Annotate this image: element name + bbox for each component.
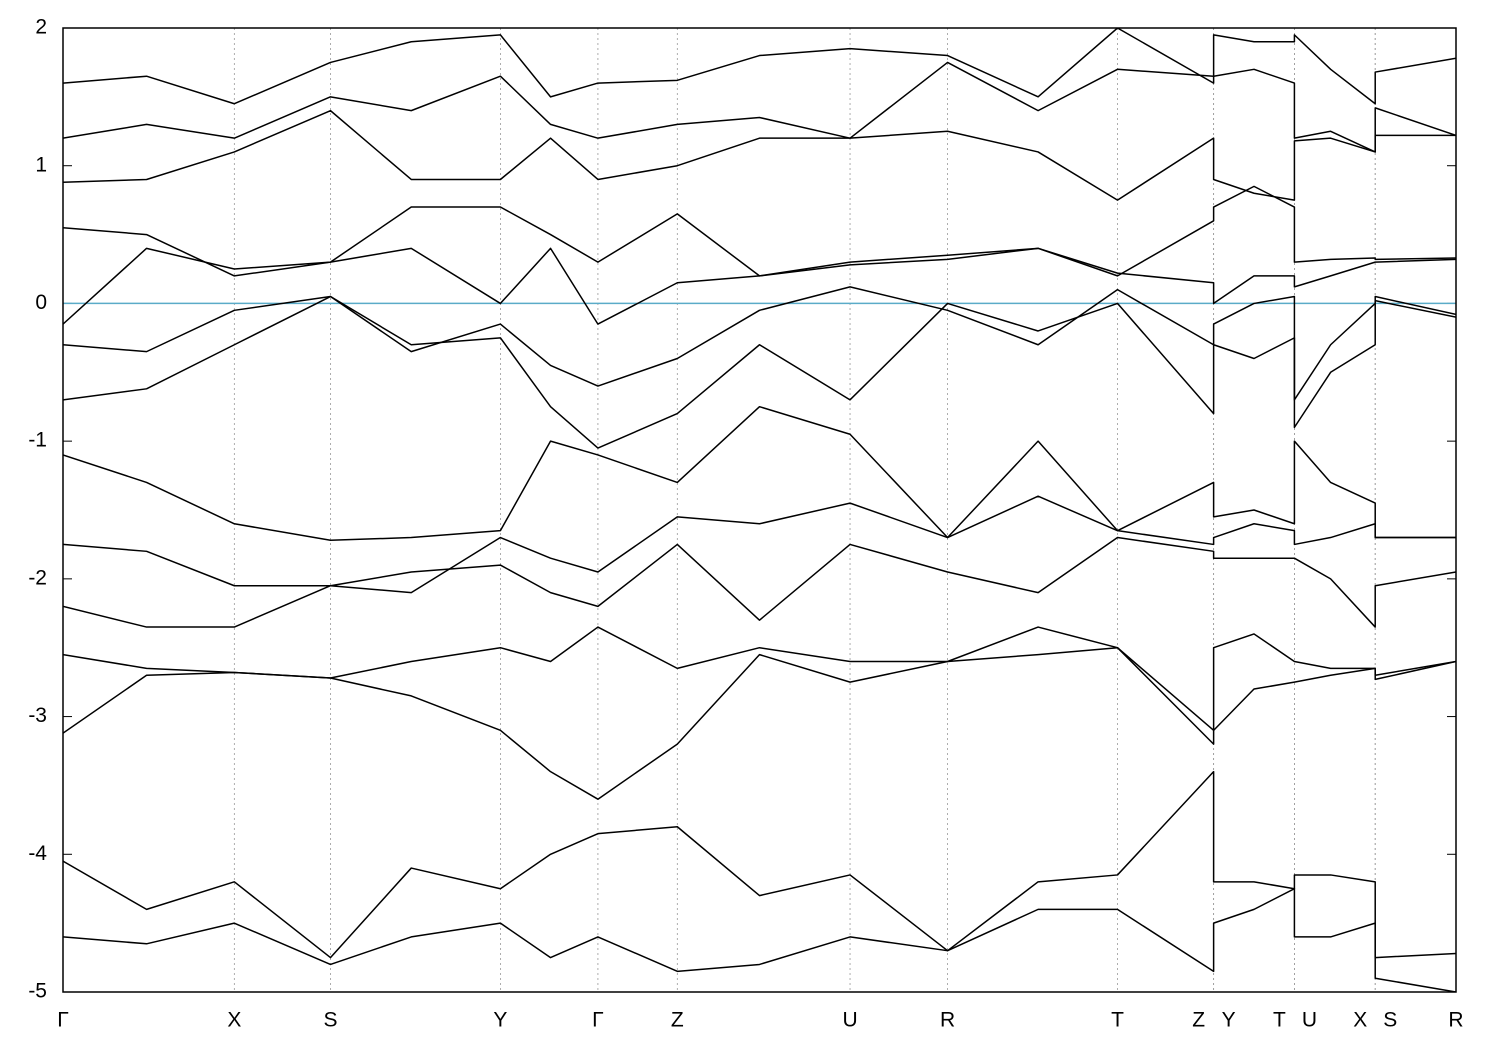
band-line <box>63 61 1456 153</box>
bands <box>63 28 1456 992</box>
y-tick-label: -1 <box>28 429 47 452</box>
x-tick-label: Z <box>1192 1009 1205 1032</box>
band-line <box>63 185 1456 277</box>
x-tick-label: R <box>1448 1009 1463 1032</box>
band-line <box>63 626 1456 732</box>
y-tick-label: -2 <box>28 566 47 589</box>
band-line <box>63 28 1456 105</box>
x-tick-label: Γ <box>57 1009 69 1032</box>
x-tick-label: R <box>940 1009 955 1032</box>
band-line <box>63 109 1456 201</box>
x-tick-label: S <box>1383 1009 1397 1032</box>
y-tick-label: -4 <box>28 842 47 865</box>
band-line <box>63 405 1456 542</box>
y-tick-label: -3 <box>28 704 47 727</box>
band-line <box>63 286 1456 401</box>
x-tick-label: Γ <box>592 1009 604 1032</box>
band-line <box>63 536 1456 628</box>
x-tick-label: X <box>1353 1009 1367 1032</box>
y-tick-label: 0 <box>35 291 47 314</box>
x-tick-label: S <box>323 1009 337 1032</box>
x-tick-label: X <box>227 1009 241 1032</box>
plot-frame <box>62 27 1457 993</box>
x-tick-label: T <box>1273 1009 1286 1032</box>
x-tick-label: U <box>842 1009 857 1032</box>
x-tick-label: Y <box>493 1009 507 1032</box>
band-line <box>63 295 1456 449</box>
band-line <box>63 247 1456 325</box>
x-tick-label: T <box>1111 1009 1124 1032</box>
band-line <box>63 770 1456 959</box>
x-tick-label: Y <box>1222 1009 1236 1032</box>
y-tick-label: -5 <box>28 980 47 1003</box>
y-tick-label: 1 <box>35 153 47 176</box>
x-tick-label: U <box>1302 1009 1317 1032</box>
band-line <box>63 646 1456 800</box>
y-tick-label: 2 <box>35 16 47 39</box>
x-tick-label: Z <box>671 1009 684 1032</box>
